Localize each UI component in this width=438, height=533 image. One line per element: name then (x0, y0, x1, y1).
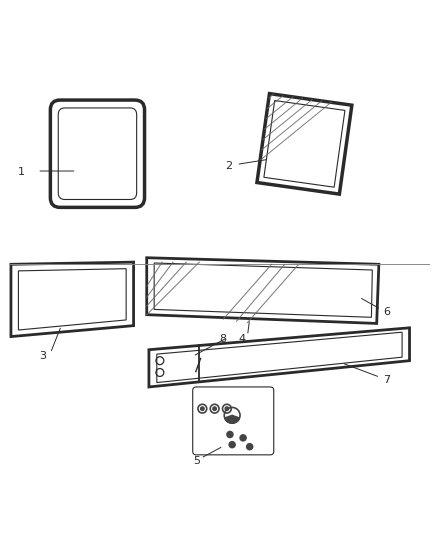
Text: 6: 6 (383, 308, 390, 318)
Circle shape (201, 407, 204, 410)
Polygon shape (147, 258, 379, 324)
Text: 1: 1 (18, 167, 25, 177)
Text: 3: 3 (39, 351, 46, 361)
Circle shape (225, 407, 229, 410)
Wedge shape (225, 415, 240, 423)
Circle shape (240, 435, 246, 441)
Polygon shape (11, 262, 134, 336)
Polygon shape (257, 94, 352, 194)
FancyBboxPatch shape (193, 387, 274, 455)
Circle shape (229, 441, 235, 448)
Circle shape (247, 443, 253, 450)
FancyBboxPatch shape (58, 108, 137, 199)
FancyBboxPatch shape (50, 100, 145, 207)
Text: 8: 8 (219, 334, 226, 344)
Circle shape (213, 407, 216, 410)
Text: 2: 2 (226, 161, 233, 171)
Text: 4: 4 (239, 334, 246, 344)
Circle shape (227, 431, 233, 438)
Text: 5: 5 (193, 456, 200, 466)
Text: 7: 7 (383, 375, 390, 385)
Polygon shape (149, 328, 410, 387)
